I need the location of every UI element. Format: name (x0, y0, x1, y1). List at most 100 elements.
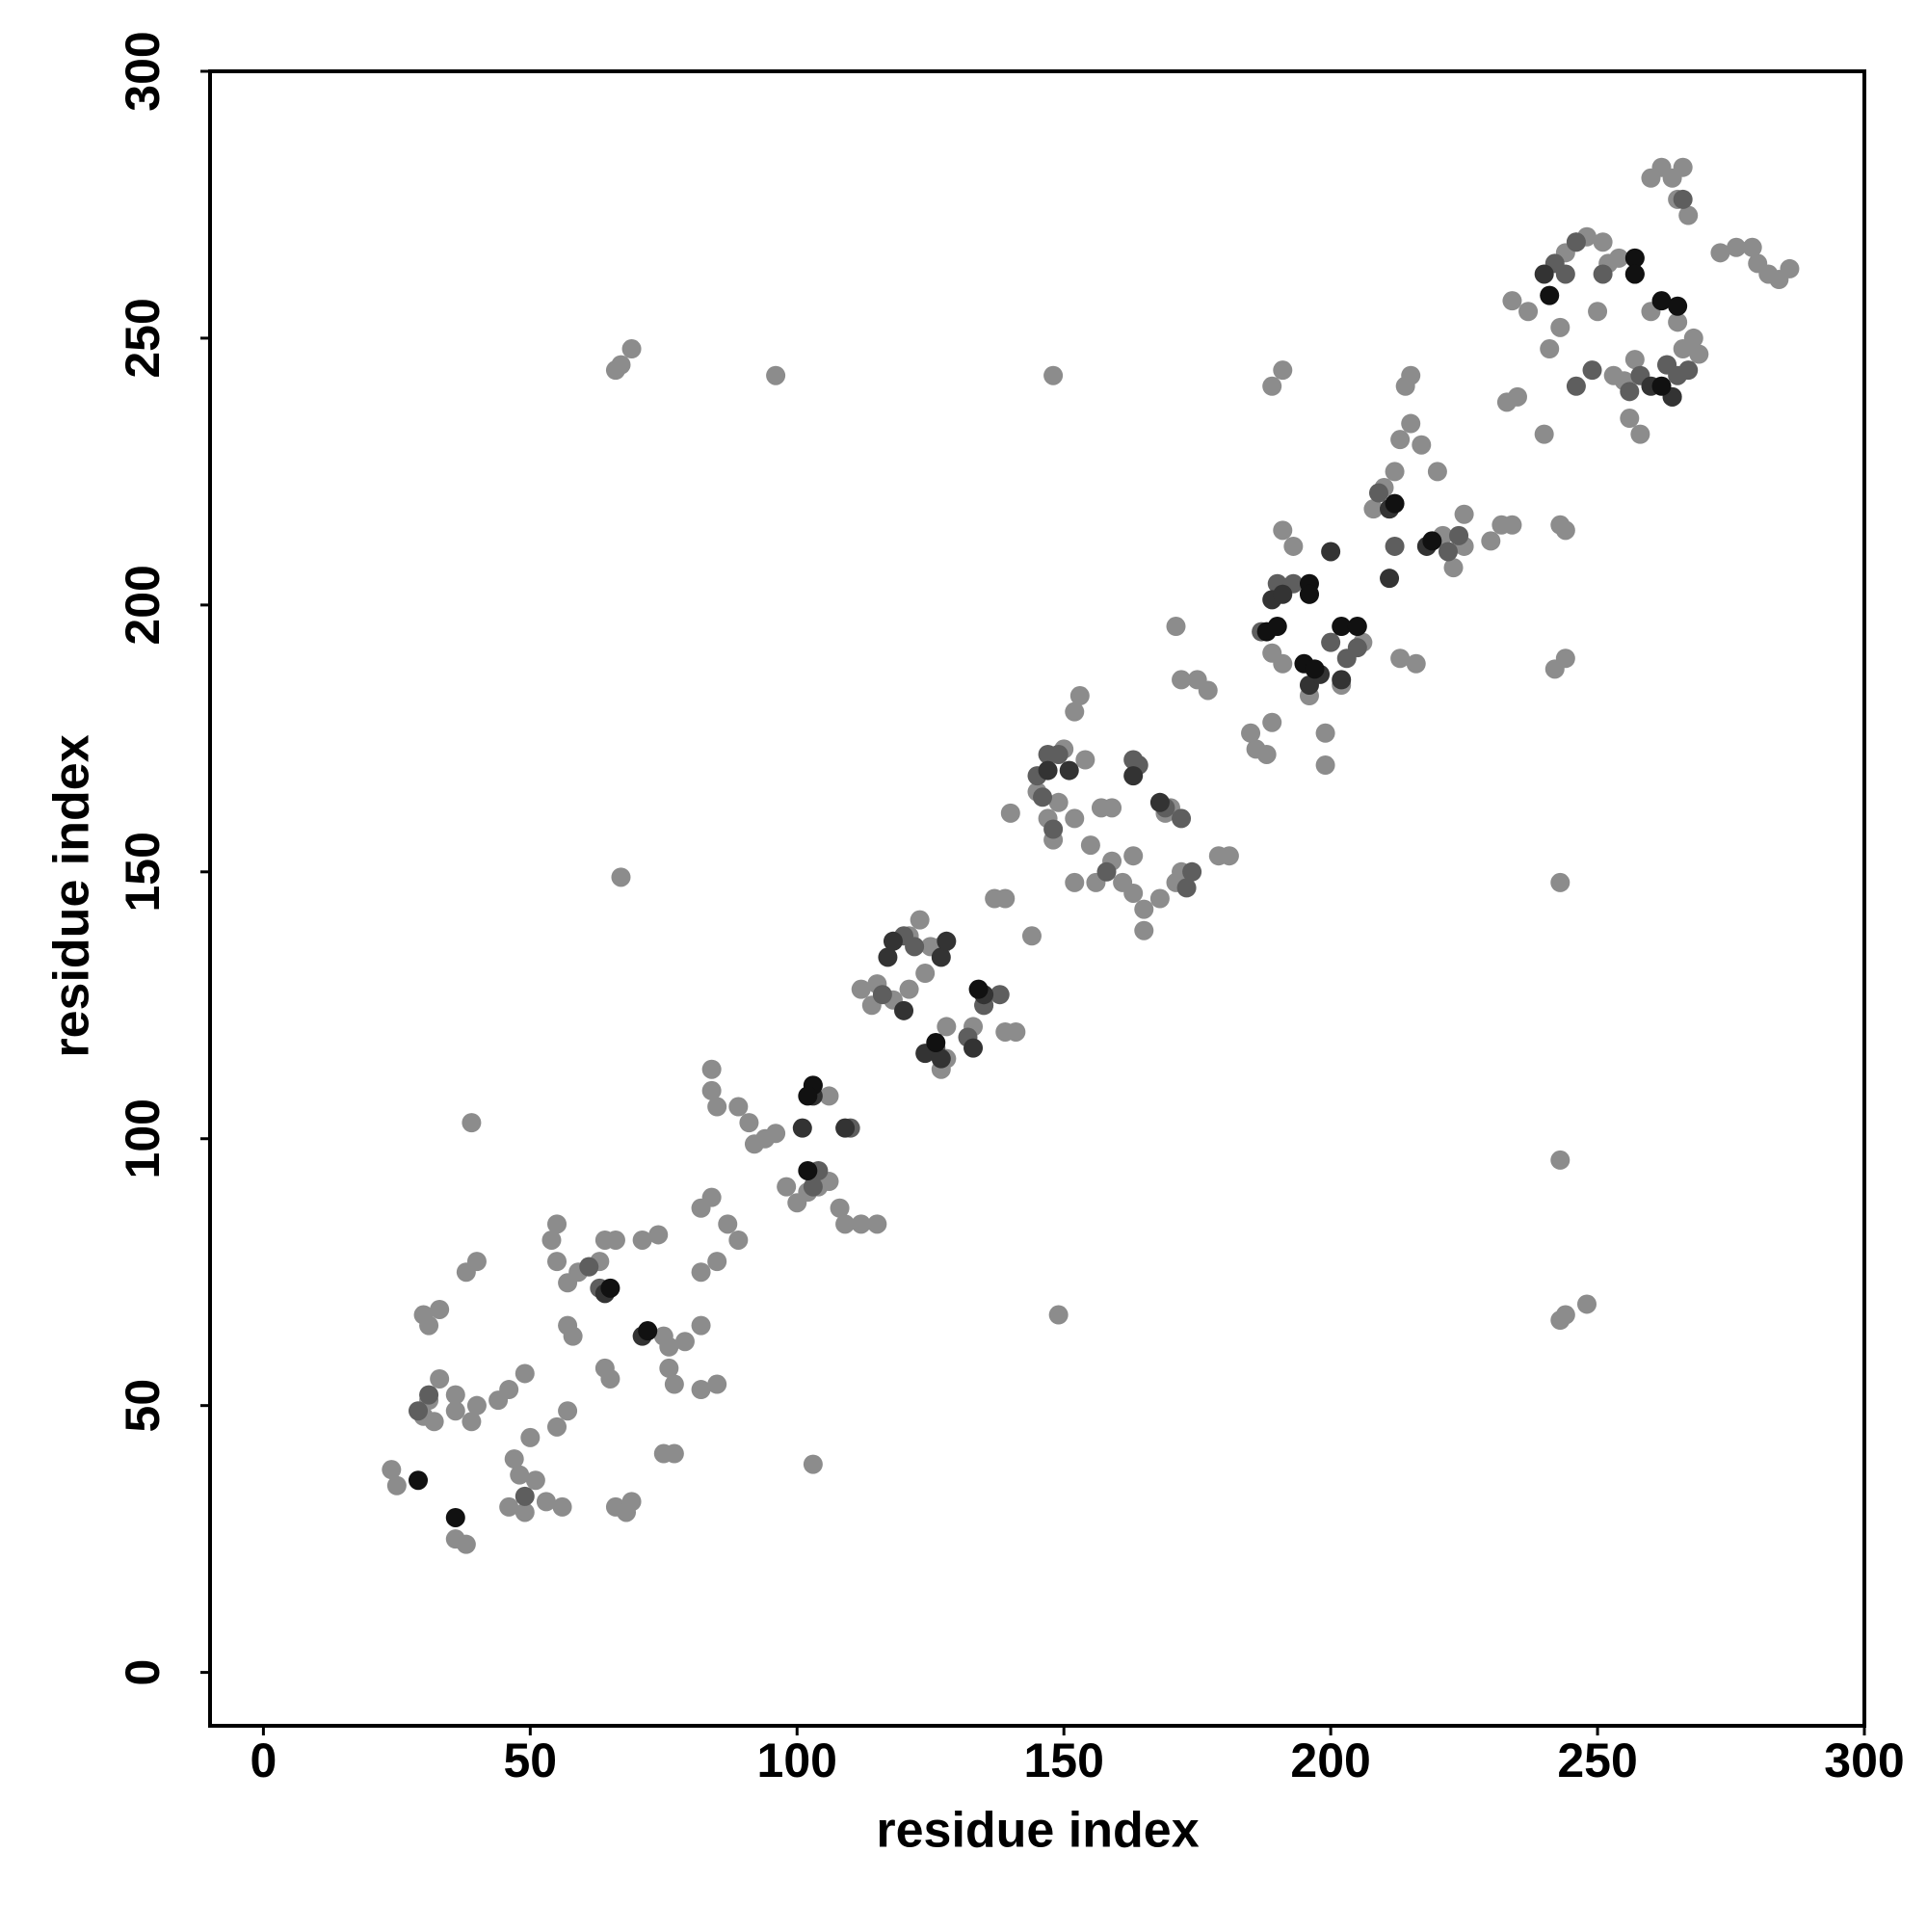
point (1566, 376, 1586, 396)
point (1172, 808, 1192, 829)
point (1267, 617, 1287, 637)
point (1449, 525, 1469, 545)
point (1385, 536, 1405, 556)
point (445, 1401, 465, 1421)
point (409, 1401, 429, 1421)
point (931, 947, 951, 967)
point (1668, 296, 1688, 316)
point (1149, 888, 1170, 909)
point (1315, 755, 1335, 776)
point (462, 1113, 482, 1133)
point (1422, 531, 1442, 551)
x-tick-label: 250 (1557, 1734, 1637, 1787)
point (1080, 835, 1100, 856)
point (1069, 686, 1090, 706)
point (915, 964, 936, 984)
point (1438, 542, 1458, 562)
point (424, 1412, 444, 1432)
point (1006, 1021, 1026, 1042)
point (1668, 312, 1688, 332)
point (1780, 258, 1800, 278)
point (600, 1368, 620, 1389)
point (1172, 670, 1192, 690)
point (1134, 899, 1154, 919)
point (990, 985, 1010, 1005)
x-tick-label: 150 (1023, 1734, 1103, 1787)
point (830, 1198, 850, 1218)
point (525, 1470, 545, 1491)
point (386, 1475, 407, 1495)
point (1620, 409, 1640, 429)
point (878, 947, 898, 967)
point (504, 1449, 524, 1469)
point (1021, 926, 1042, 946)
point (409, 1470, 429, 1491)
point (1332, 670, 1352, 690)
point (931, 1048, 951, 1069)
point (1507, 386, 1527, 407)
point (499, 1380, 519, 1400)
point (1065, 808, 1085, 829)
point (1683, 328, 1703, 348)
point (926, 1033, 946, 1053)
point (964, 1038, 984, 1058)
point (1651, 376, 1672, 396)
point (674, 1332, 695, 1352)
point (1149, 792, 1170, 812)
point (515, 1502, 535, 1522)
point (1166, 617, 1186, 637)
point (1368, 483, 1388, 503)
point (552, 1496, 572, 1517)
point (1502, 291, 1522, 311)
point (1624, 248, 1645, 268)
point (1534, 424, 1554, 444)
point (520, 1427, 541, 1447)
point (691, 1315, 711, 1336)
point (621, 1492, 642, 1512)
point (707, 1252, 727, 1272)
point (445, 1529, 465, 1549)
point (558, 1401, 578, 1421)
point (1273, 584, 1293, 604)
point (1540, 285, 1560, 305)
point (1123, 846, 1144, 866)
point (1678, 205, 1699, 225)
point (430, 1368, 450, 1389)
point (803, 1177, 823, 1197)
y-tick-label: 150 (116, 832, 170, 912)
point (419, 1385, 439, 1405)
x-tick-label: 50 (504, 1734, 558, 1787)
point (1582, 360, 1602, 381)
point (1689, 344, 1709, 364)
point (1283, 536, 1304, 556)
point (515, 1486, 535, 1506)
point (1673, 157, 1693, 177)
point (1102, 798, 1122, 818)
point (1710, 243, 1730, 263)
point (605, 1230, 625, 1250)
point (1315, 723, 1335, 743)
point (1593, 264, 1613, 284)
point (851, 979, 871, 999)
point (430, 1299, 450, 1319)
point (766, 365, 786, 385)
point (1065, 701, 1085, 722)
point (766, 1124, 786, 1144)
point (1673, 189, 1693, 209)
point (499, 1496, 519, 1517)
x-axis-label: residue index (876, 1803, 1199, 1859)
point (579, 1257, 599, 1277)
point (648, 1225, 669, 1245)
point (515, 1363, 535, 1384)
point (1347, 638, 1367, 658)
point (707, 1374, 727, 1394)
point (1380, 569, 1400, 589)
point (510, 1465, 530, 1485)
point (1332, 617, 1352, 637)
x-tick-label: 100 (757, 1734, 837, 1787)
plot-frame (208, 69, 1866, 1728)
point (798, 1160, 818, 1180)
point (1299, 584, 1319, 604)
point (835, 1214, 856, 1234)
